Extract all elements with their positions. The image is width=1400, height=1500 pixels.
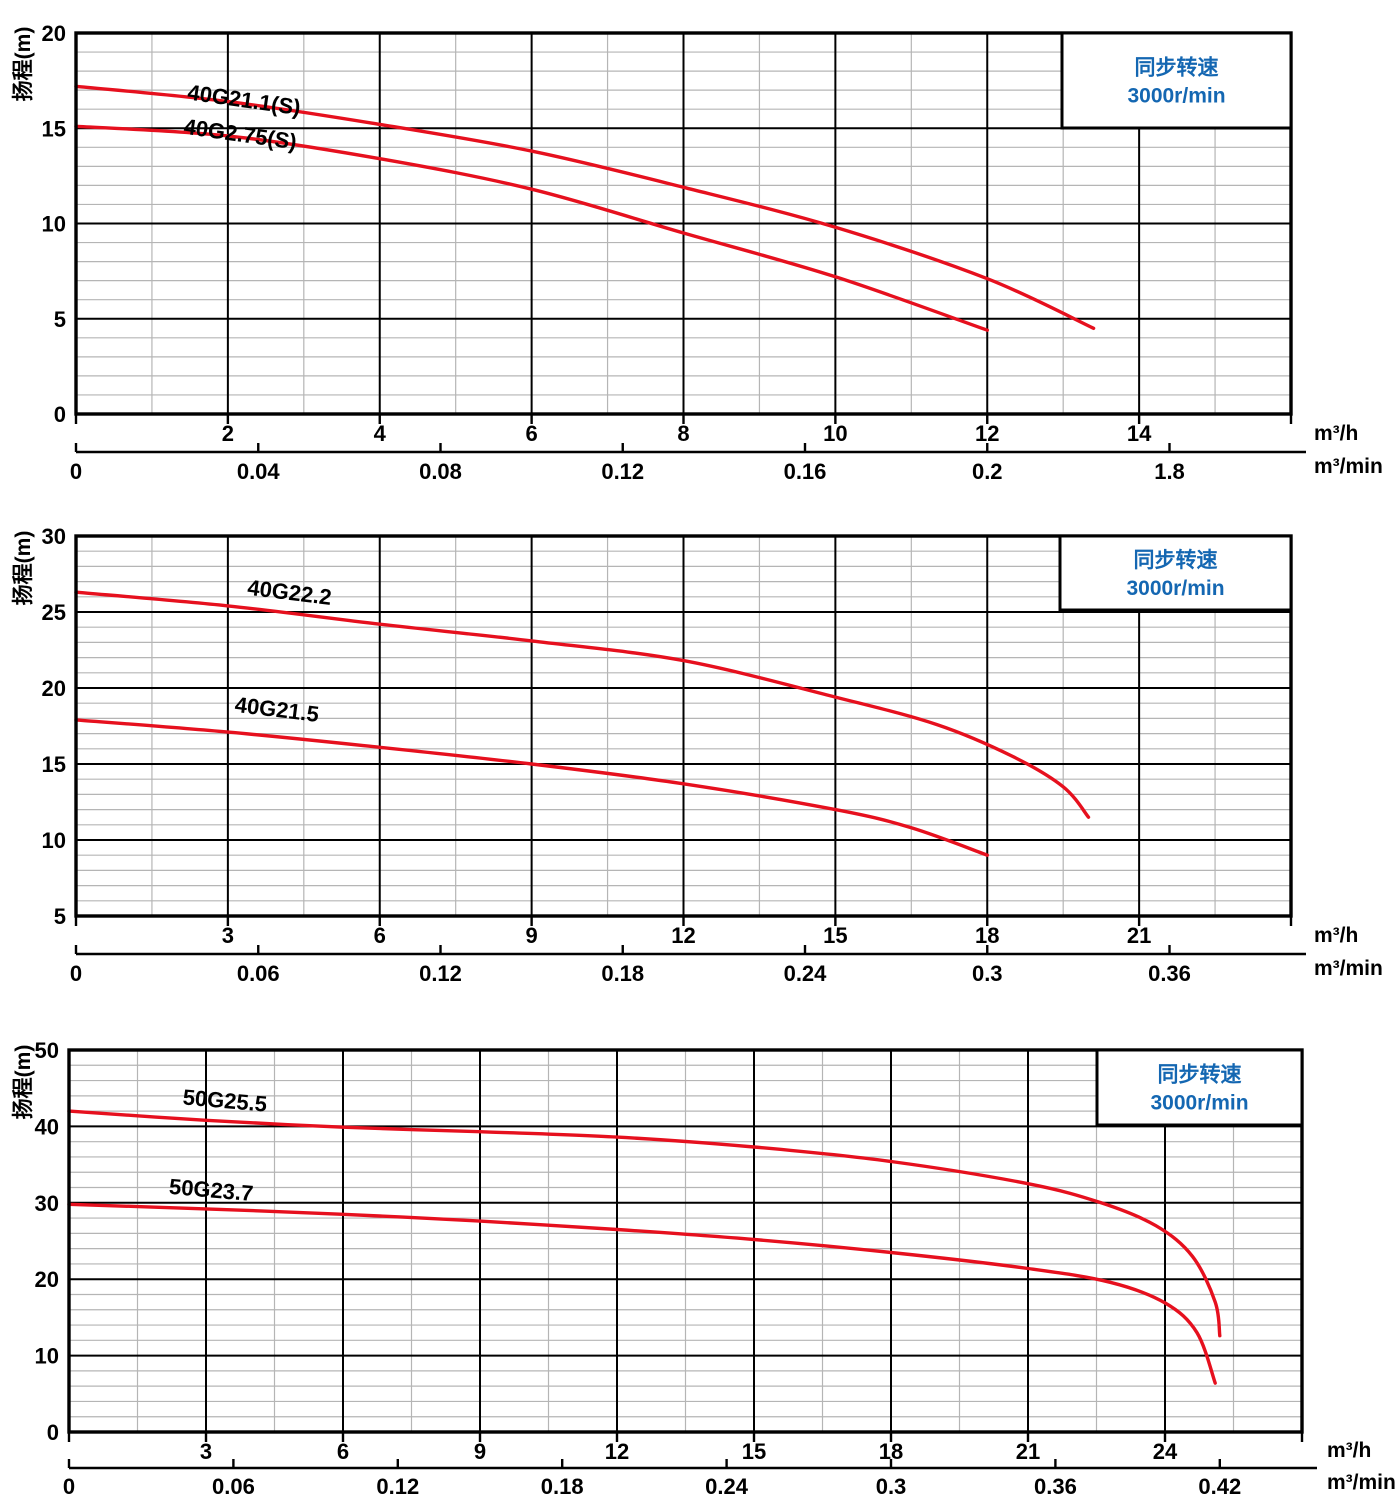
x-tick-label: 3 [200, 1439, 212, 1464]
y-tick-label: 0 [54, 402, 66, 427]
y-tick-label: 30 [42, 524, 66, 549]
legend-box [1095, 1048, 1304, 1127]
secondary-tick-label: 0.24 [705, 1474, 749, 1499]
plot-border [67, 1048, 1304, 1434]
pump-curve-chart-middle: 40G22.2 40G21.5 3 6 9 12 15 18 21 5 10 15 20 25 30 扬程(m… [12, 524, 1383, 986]
y-tick-label: 20 [42, 21, 66, 46]
legend-line-2: 3000r/min [1150, 1092, 1248, 1115]
curve-50G25.5 [67, 1109, 1222, 1338]
secondary-tick-label: 0.18 [601, 961, 644, 986]
x-unit-primary-label: m³/h [1327, 1439, 1371, 1462]
x-tick-label: 4 [374, 421, 387, 446]
curve-50G23.7 [67, 1202, 1217, 1385]
y-tick-label: 10 [42, 212, 66, 237]
legend-line-2: 3000r/min [1126, 577, 1224, 600]
legend-box [1060, 31, 1293, 130]
secondary-tick-label: 0.06 [237, 961, 280, 986]
legend-line-1: 同步转速 [1135, 56, 1219, 80]
secondary-tick-label: 0.36 [1148, 961, 1191, 986]
x-tick-label: 9 [474, 1439, 486, 1464]
curve-label-40G2.75(S): 40G2.75(S) [182, 114, 298, 155]
curve-40G22.2 [74, 590, 1091, 819]
curve-label-40G21.5: 40G21.5 [233, 692, 320, 727]
secondary-tick-label: 0.12 [376, 1474, 419, 1499]
x-tick-label: 15 [742, 1439, 766, 1464]
x-unit-secondary-label: m³/min [1314, 455, 1383, 478]
y-tick-label: 30 [35, 1191, 59, 1216]
legend-line-1: 同步转速 [1134, 548, 1218, 572]
x-tick-label: 9 [526, 923, 538, 948]
secondary-tick-label: 0.24 [784, 961, 828, 986]
legend-box [1058, 534, 1293, 612]
secondary-tick-label: 0 [70, 961, 82, 986]
y-tick-label: 20 [35, 1267, 59, 1292]
x-tick-label: 3 [222, 923, 234, 948]
secondary-tick-label: 0.12 [601, 459, 644, 484]
y-tick-label: 15 [42, 752, 66, 777]
secondary-tick-label: 0.06 [212, 1474, 255, 1499]
plot-border [74, 534, 1293, 918]
curve-label-40G21.1(S): 40G21.1(S) [186, 80, 302, 121]
secondary-tick-label: 0.42 [1198, 1474, 1241, 1499]
secondary-tick-label: 0.18 [541, 1474, 584, 1499]
secondary-tick-label: 0.16 [784, 459, 827, 484]
legend-line-1: 同步转速 [1158, 1063, 1242, 1087]
x-unit-secondary-label: m³/min [1327, 1471, 1396, 1494]
secondary-tick-label: 0.04 [237, 459, 281, 484]
curve-label-40G22.2: 40G22.2 [246, 575, 333, 610]
legend-line-2: 3000r/min [1127, 85, 1225, 108]
x-tick-label: 2 [222, 421, 234, 446]
x-tick-label: 21 [1016, 1439, 1040, 1464]
secondary-tick-label: 0.3 [972, 961, 1003, 986]
y-axis-title: 扬程(m) [12, 531, 35, 606]
y-axis-title: 扬程(m) [12, 27, 35, 102]
y-tick-label: 25 [42, 600, 66, 625]
y-tick-label: 5 [54, 904, 66, 929]
secondary-tick-label: 0.3 [876, 1474, 907, 1499]
x-tick-label: 24 [1153, 1439, 1178, 1464]
y-tick-label: 10 [35, 1344, 59, 1369]
x-tick-label: 21 [1127, 923, 1151, 948]
y-tick-label: 50 [35, 1038, 59, 1063]
secondary-tick-label: 0.08 [419, 459, 462, 484]
plot-border [74, 31, 1293, 416]
y-axis-title: 扬程(m) [12, 1045, 35, 1120]
curve-40G21.5 [74, 718, 989, 857]
curve-label-50G23.7: 50G23.7 [168, 1174, 254, 1206]
x-unit-secondary-label: m³/min [1314, 957, 1383, 980]
secondary-tick-label: 0 [63, 1474, 75, 1499]
x-tick-label: 12 [605, 1439, 629, 1464]
x-unit-primary-label: m³/h [1314, 924, 1358, 947]
x-tick-label: 6 [526, 421, 538, 446]
y-tick-label: 0 [47, 1420, 59, 1445]
x-tick-label: 15 [823, 923, 847, 948]
curve-40G2.75(S) [74, 124, 989, 332]
curve-40G21.1(S) [74, 84, 1096, 330]
curve-label-50G25.5: 50G25.5 [182, 1084, 268, 1116]
y-tick-label: 15 [42, 116, 66, 141]
secondary-tick-label: 1.8 [1154, 459, 1185, 484]
x-tick-label: 8 [677, 421, 689, 446]
x-tick-label: 10 [823, 421, 847, 446]
x-tick-label: 12 [975, 421, 999, 446]
x-tick-label: 6 [337, 1439, 349, 1464]
x-tick-label: 14 [1127, 421, 1152, 446]
y-tick-label: 10 [42, 828, 66, 853]
x-tick-label: 18 [975, 923, 999, 948]
y-tick-label: 20 [42, 676, 66, 701]
x-tick-label: 12 [671, 923, 695, 948]
x-unit-primary-label: m³/h [1314, 422, 1358, 445]
secondary-tick-label: 0.2 [972, 459, 1003, 484]
x-tick-label: 6 [374, 923, 386, 948]
secondary-tick-label: 0.36 [1034, 1474, 1077, 1499]
pump-curve-chart-top: 40G21.1(S)40G2.75(S) 2 4 6 8 10 12 14 0 5 10 15 20 扬程… [12, 21, 1383, 484]
secondary-tick-label: 0.12 [419, 961, 462, 986]
y-tick-label: 5 [54, 307, 66, 332]
y-tick-label: 40 [35, 1114, 59, 1139]
secondary-tick-label: 0 [70, 459, 82, 484]
